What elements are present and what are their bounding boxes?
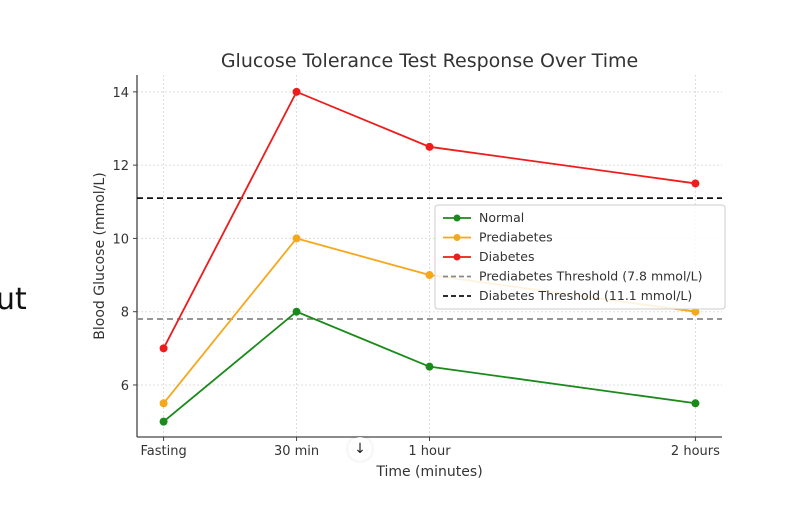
x-axis-label: Time (minutes) (375, 464, 482, 480)
data-point-diabetes (292, 87, 301, 96)
x-tick-label: 30 min (274, 444, 319, 459)
legend-label: Diabetes Threshold (11.1 mmol/L) (479, 288, 692, 303)
background-text-fragment: ut (0, 282, 27, 317)
data-point-normal (691, 399, 700, 408)
data-point-prediabetes (691, 307, 700, 316)
data-point-diabetes (691, 179, 700, 188)
y-tick-label: 8 (121, 306, 129, 321)
data-point-prediabetes (425, 271, 434, 280)
legend-label: Normal (479, 210, 524, 225)
data-point-normal (159, 417, 168, 426)
series-line-normal (163, 310, 696, 423)
data-point-prediabetes (292, 234, 301, 243)
data-point-diabetes (425, 142, 434, 151)
x-tick-label: 1 hour (408, 444, 451, 459)
legend-box (434, 204, 726, 310)
legend-label: Prediabetes (479, 230, 553, 245)
legend-marker (453, 214, 461, 222)
scroll-down-button[interactable]: ↓ (348, 437, 372, 461)
x-tick-label: 2 hours (671, 444, 720, 459)
legend-label: Diabetes (479, 249, 535, 264)
x-tick-label: Fasting (140, 444, 186, 459)
data-point-diabetes (159, 344, 168, 353)
legend-marker (453, 234, 461, 241)
legend-label: Prediabetes Threshold (7.8 mmol/L) (479, 269, 702, 284)
y-tick-label: 12 (112, 159, 129, 174)
y-axis-label: Blood Glucose (mmol/L) (92, 172, 108, 339)
data-point-normal (425, 362, 434, 371)
chart-title: Glucose Tolerance Test Response Over Tim… (221, 50, 638, 72)
y-tick-label: 10 (112, 232, 129, 247)
arrow-down-icon: ↓ (354, 441, 366, 457)
data-point-prediabetes (159, 399, 168, 408)
series-line-diabetes (162, 90, 696, 349)
y-tick-label: 6 (121, 379, 129, 394)
legend-marker (453, 253, 461, 261)
y-tick-label: 14 (112, 86, 129, 101)
data-point-normal (292, 307, 301, 316)
